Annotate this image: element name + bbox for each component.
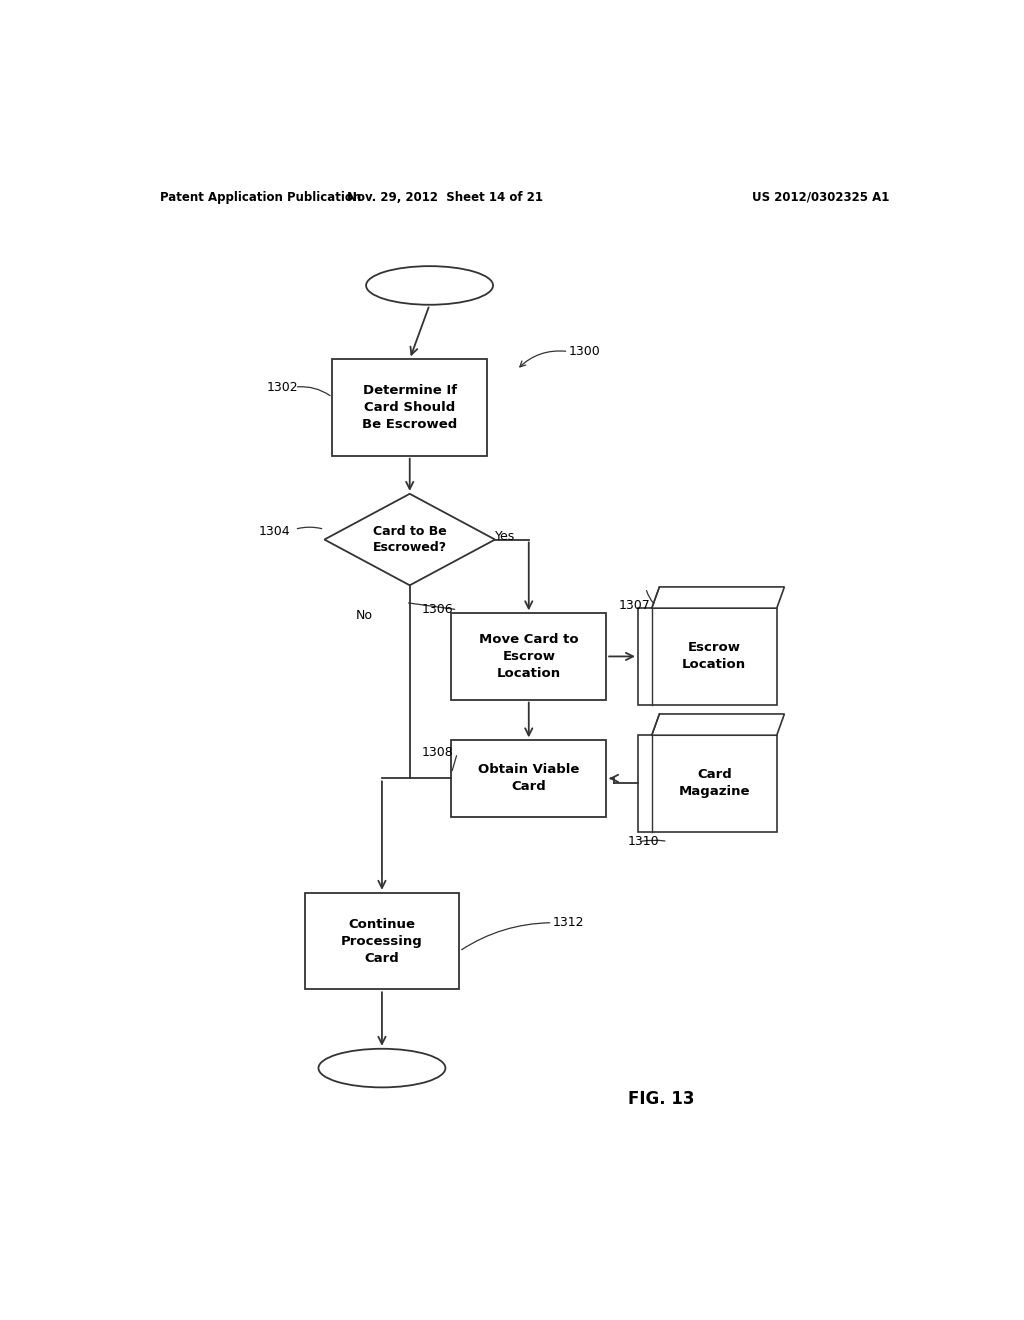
Bar bbox=[333, 359, 487, 455]
Text: No: No bbox=[355, 610, 373, 622]
Text: Move Card to
Escrow
Location: Move Card to Escrow Location bbox=[479, 632, 579, 680]
Text: 1307: 1307 bbox=[618, 599, 650, 612]
Text: Nov. 29, 2012  Sheet 14 of 21: Nov. 29, 2012 Sheet 14 of 21 bbox=[347, 191, 544, 203]
Text: US 2012/0302325 A1: US 2012/0302325 A1 bbox=[753, 191, 890, 203]
Polygon shape bbox=[325, 494, 495, 585]
Text: 1304: 1304 bbox=[259, 525, 291, 539]
Text: 1312: 1312 bbox=[553, 916, 584, 929]
Text: Patent Application Publication: Patent Application Publication bbox=[160, 191, 361, 203]
Text: 1300: 1300 bbox=[568, 345, 600, 358]
Text: Escrow
Location: Escrow Location bbox=[682, 642, 746, 672]
Text: Continue
Processing
Card: Continue Processing Card bbox=[341, 917, 423, 965]
Bar bbox=[638, 735, 777, 832]
Bar bbox=[452, 741, 606, 817]
Bar bbox=[452, 614, 606, 700]
Text: 1310: 1310 bbox=[628, 836, 659, 847]
Polygon shape bbox=[651, 714, 784, 735]
Text: FIG. 13: FIG. 13 bbox=[628, 1089, 694, 1107]
Text: Determine If
Card Should
Be Escrowed: Determine If Card Should Be Escrowed bbox=[362, 384, 458, 430]
Text: 1302: 1302 bbox=[267, 380, 299, 393]
Text: Card
Magazine: Card Magazine bbox=[679, 768, 750, 799]
Text: 1308: 1308 bbox=[422, 747, 454, 759]
Bar bbox=[638, 609, 777, 705]
Bar bbox=[304, 892, 460, 989]
Ellipse shape bbox=[318, 1049, 445, 1088]
Text: Card to Be
Escrowed?: Card to Be Escrowed? bbox=[373, 525, 446, 554]
Text: Obtain Viable
Card: Obtain Viable Card bbox=[478, 763, 580, 793]
Polygon shape bbox=[651, 587, 784, 609]
Text: 1306: 1306 bbox=[422, 603, 454, 616]
Ellipse shape bbox=[367, 267, 494, 305]
Text: Yes: Yes bbox=[496, 531, 516, 543]
